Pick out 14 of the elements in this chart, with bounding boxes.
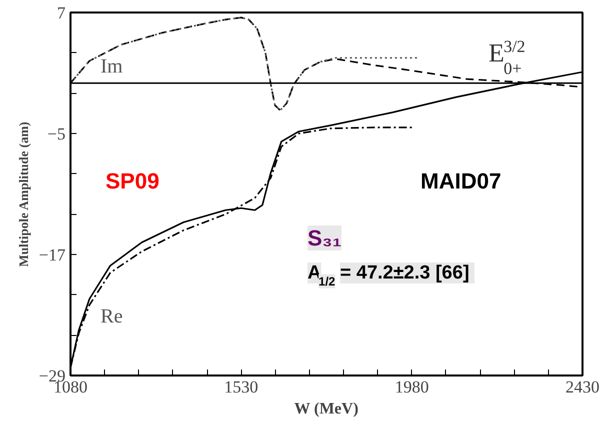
line-series xyxy=(70,16,420,112)
x-tick-label: 1530 xyxy=(224,378,258,396)
y-tick-label: −5 xyxy=(47,124,66,144)
annotation: MAID07 xyxy=(420,168,502,194)
x-tick-label: 2430 xyxy=(566,378,600,396)
y-axis-title: Multipole Amplitude (am) xyxy=(16,122,31,267)
annotation: Re xyxy=(100,306,123,328)
y-tick-label: −17 xyxy=(38,246,66,264)
annotation: Im xyxy=(100,56,124,78)
x-axis-title: W (MeV) xyxy=(294,400,358,418)
x-tick-label: 1980 xyxy=(394,378,429,396)
y-tick-label: 7 xyxy=(57,4,66,22)
annotation: S₃₁ xyxy=(308,226,342,250)
annotation: SP09 xyxy=(106,168,160,194)
